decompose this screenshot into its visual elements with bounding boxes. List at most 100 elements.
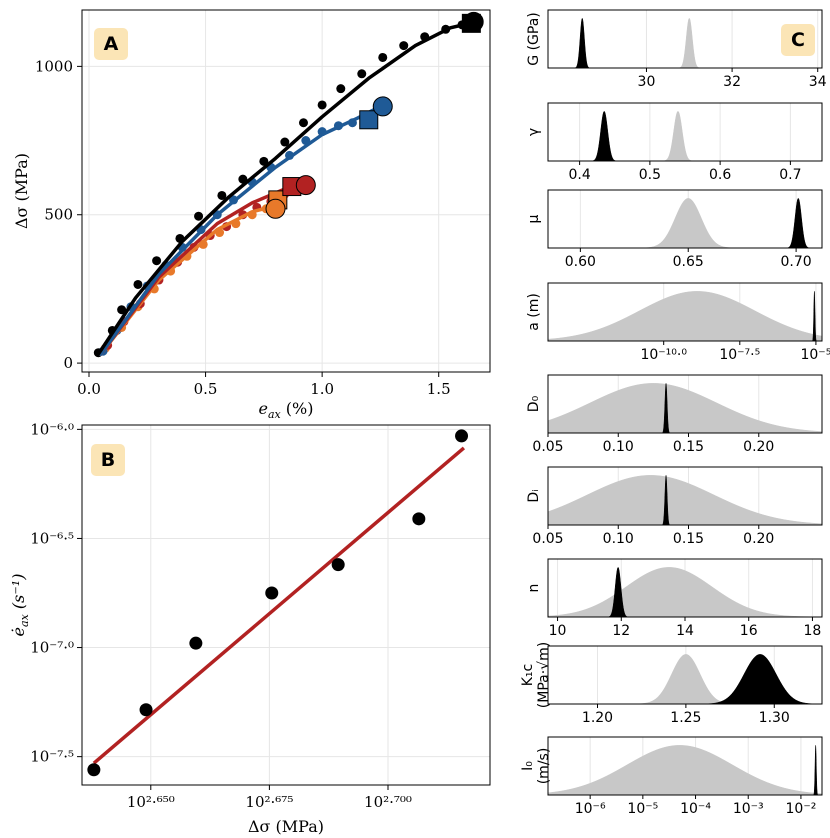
panel-a-label: A: [104, 33, 119, 55]
end-circle-orange: [265, 198, 286, 219]
x-tick-label: 34: [809, 74, 827, 90]
x-tick-label: 18: [804, 623, 822, 639]
posterior-grey: [547, 291, 823, 342]
x-tick-label: 12: [612, 623, 630, 639]
data-point-black: [298, 118, 308, 128]
x-tick-label: 1.0: [310, 380, 334, 398]
x-tick-label: 0.05: [532, 439, 563, 455]
x-axis-title: eax (%): [258, 399, 313, 421]
badge-background: [781, 24, 815, 56]
posterior-grey: [629, 198, 747, 249]
badge-background: [94, 28, 128, 60]
ylabel-line: D₀: [526, 395, 542, 412]
x-tick-label: 0.70: [781, 254, 812, 270]
x-tick-label: 0.65: [673, 254, 704, 270]
x-tick-label: 0.6: [709, 167, 731, 183]
x-tick-label: 0.7: [779, 167, 801, 183]
subplot-frame: [547, 558, 823, 618]
y-tick-label: 10⁻⁶·⁰: [30, 420, 74, 438]
ylabel-line: Dᵢ: [526, 489, 542, 502]
x-axis-unit: (%): [281, 399, 314, 418]
end-square-blue: [359, 110, 379, 130]
ylabel-line: n: [526, 584, 542, 593]
posterior-ylabel: K₁c(MPa·√m): [520, 642, 552, 708]
data-point-black: [336, 84, 346, 94]
x-tick-label: 32: [723, 74, 741, 90]
x-tick-label: 10²·⁶⁷⁵: [245, 793, 293, 811]
panel-a-badge: A: [94, 28, 128, 60]
posterior-ylabel: γ: [526, 128, 542, 136]
x-tick-label: 0.4: [568, 167, 590, 183]
y-axis-unit: (s⁻¹): [9, 574, 28, 615]
posterior-subplot-0: 30 32 34 G (GPa): [526, 9, 827, 90]
data-point-black: [217, 190, 227, 200]
data-point: [455, 429, 469, 443]
ylabel-line: μ: [526, 214, 542, 223]
data-point-black: [280, 137, 290, 147]
ylabel-line: a (m): [526, 293, 542, 331]
data-point-black: [399, 41, 409, 51]
end-circle-red: [295, 175, 316, 196]
x-axis-subscript: ax: [268, 408, 282, 421]
y-axis-title: ėax (s⁻¹): [9, 574, 31, 637]
ylabel-line: (m/s): [536, 748, 552, 785]
fit-line: [92, 446, 466, 765]
x-tick-label: 1.30: [759, 710, 790, 726]
x-tick-label: 0.0: [77, 380, 101, 398]
y-tick-label: 500: [44, 206, 73, 224]
posterior-ylabel: a (m): [526, 293, 542, 331]
x-tick-label: 0.20: [743, 531, 774, 547]
posterior-grey: [547, 383, 823, 434]
posterior-subplot-2: 0.60 0.65 0.70 μ: [526, 189, 823, 270]
x-tick-label: 10⁻²: [786, 801, 817, 817]
x-tick-label: 0.5: [194, 380, 218, 398]
data-point-black: [117, 305, 127, 315]
x-tick-label: 10⁻⁴: [680, 801, 711, 817]
ylabel-line: I₀: [520, 761, 536, 771]
posterior-subplot-1: 0.4 0.5 0.6 0.7 γ: [526, 102, 823, 183]
x-tick-label: 0.60: [565, 254, 596, 270]
panel-c-label: C: [791, 29, 805, 51]
posterior-black: [783, 197, 814, 249]
x-tick-label: 1.5: [427, 380, 451, 398]
subplot-frame: [547, 102, 823, 162]
posterior-ylabel: n: [526, 584, 542, 593]
data-point-black: [194, 211, 204, 221]
x-axis-title: Δσ (MPa): [248, 817, 324, 836]
posterior-grey: [658, 111, 698, 162]
y-axis-symbol: ė: [9, 627, 28, 636]
posterior-subplot-8: 10⁻⁶ 10⁻⁵ 10⁻⁴ 10⁻³ 10⁻² I₀(m/s): [520, 736, 823, 817]
posterior-black: [588, 111, 621, 162]
ylabel-line: G (GPa): [526, 12, 542, 65]
ylabel-line: (MPa·√m): [536, 642, 552, 708]
subplot-frame: [547, 374, 823, 434]
x-tick-label: 10: [549, 623, 567, 639]
subplot-frame: [547, 736, 823, 796]
panel-b-badge: B: [91, 444, 125, 476]
data-point-black: [357, 69, 367, 79]
subplot-frame: [547, 466, 823, 526]
x-tick-label: 10⁻¹⁰·⁰: [640, 347, 687, 363]
x-tick-label: 10⁻⁶: [575, 801, 606, 817]
x-tick-label: 30: [638, 74, 656, 90]
ylabel-line: γ: [526, 128, 542, 136]
posterior-grey: [547, 475, 823, 526]
fit-line-orange: [98, 204, 278, 356]
data-point: [331, 558, 345, 572]
posterior-black: [572, 17, 593, 69]
data-point: [412, 512, 426, 526]
posterior-subplot-5: 0.05 0.10 0.15 0.20 Dᵢ: [526, 466, 823, 547]
badge-background: [91, 444, 125, 476]
subplot-frame: [547, 282, 823, 342]
panel-b-log-log-plot: 10²·⁶⁵⁰ 10²·⁶⁷⁵ 10²·⁷⁰⁰ 10⁻⁶·⁰ 10⁻⁶·⁵ 10⁻⁷·⁰ 1…: [9, 420, 491, 836]
data-point: [189, 636, 203, 650]
subplot-frame: [547, 645, 823, 705]
fit-line-blue: [98, 104, 383, 356]
posterior-subplot-7: 1.20 1.25 1.30 K₁c(MPa·√m): [520, 642, 823, 726]
x-tick-label: 10⁻⁷·⁵: [719, 347, 760, 363]
data-point-black: [317, 100, 327, 110]
data-point-black: [152, 256, 162, 266]
x-tick-label: 0.15: [673, 531, 704, 547]
posterior-black: [812, 745, 819, 796]
x-tick-label: 10⁻⁵: [800, 347, 830, 363]
